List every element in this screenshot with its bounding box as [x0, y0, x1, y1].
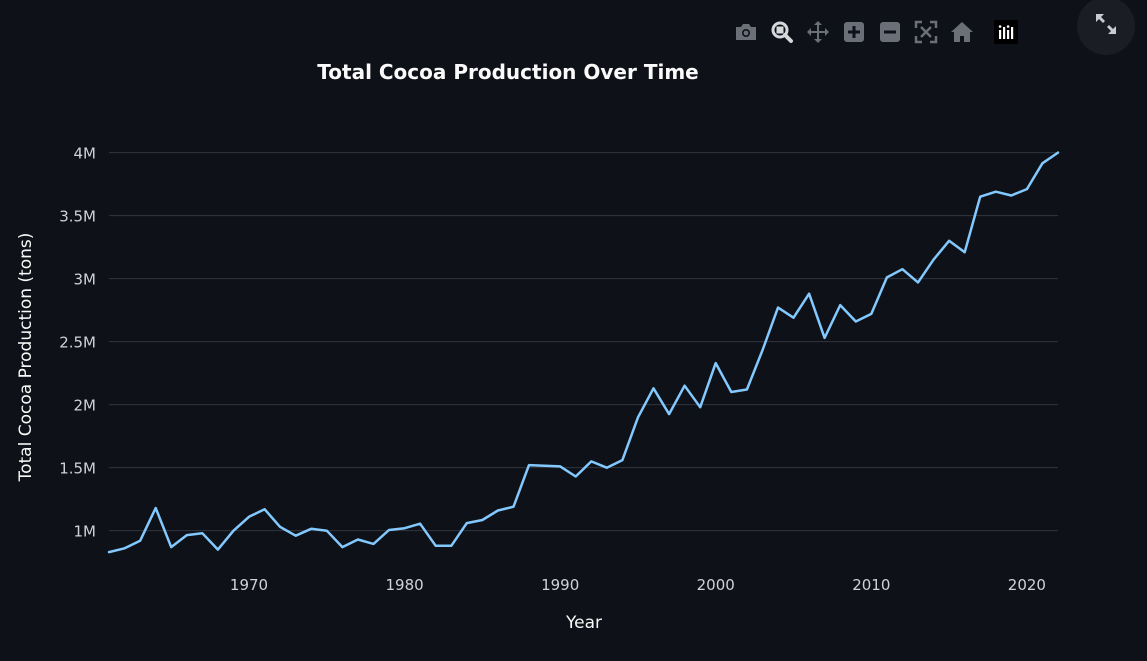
data-point[interactable] [603, 464, 611, 472]
data-point[interactable] [432, 542, 440, 550]
zoom-out-icon[interactable] [877, 19, 903, 45]
data-point[interactable] [276, 523, 284, 531]
data-point[interactable] [152, 504, 160, 512]
plotly-logo-icon[interactable] [993, 19, 1019, 45]
data-point[interactable] [416, 520, 424, 528]
chart-title: Total Cocoa Production Over Time [317, 60, 698, 84]
data-point[interactable] [354, 535, 362, 543]
data-point[interactable] [743, 386, 751, 394]
data-point[interactable] [198, 529, 206, 537]
y-tick-label: 1M [74, 523, 97, 541]
series-layer [105, 149, 1062, 556]
data-point[interactable] [867, 310, 875, 318]
data-point[interactable] [1038, 159, 1046, 167]
y-axis-title: Total Cocoa Production (tons) [16, 233, 36, 483]
data-point[interactable] [261, 505, 269, 513]
data-point[interactable] [525, 461, 533, 469]
camera-icon[interactable] [733, 19, 759, 45]
data-point[interactable] [774, 304, 782, 312]
data-point[interactable] [898, 265, 906, 273]
data-point[interactable] [229, 527, 237, 535]
data-point[interactable] [541, 462, 549, 470]
data-point[interactable] [696, 403, 704, 411]
data-point[interactable] [556, 462, 564, 470]
data-point[interactable] [790, 314, 798, 322]
y-tick-label: 3.5M [59, 208, 96, 226]
data-point[interactable] [821, 334, 829, 342]
data-point[interactable] [681, 382, 689, 390]
grid-lines [109, 152, 1058, 532]
data-point[interactable] [183, 531, 191, 539]
data-point[interactable] [292, 532, 300, 540]
y-tick-label: 3M [74, 271, 97, 289]
x-tick-label: 1990 [541, 576, 579, 594]
y-tick-label: 4M [74, 145, 97, 163]
x-tick-label: 1970 [230, 576, 268, 594]
home-icon[interactable] [949, 19, 975, 45]
data-point[interactable] [494, 507, 502, 515]
data-point[interactable] [136, 537, 144, 545]
data-point[interactable] [572, 472, 580, 480]
data-point[interactable] [914, 278, 922, 286]
series-line[interactable] [107, 151, 1060, 554]
data-point[interactable] [478, 516, 486, 524]
data-point[interactable] [634, 413, 642, 421]
data-point[interactable] [105, 548, 113, 556]
data-point[interactable] [401, 524, 409, 532]
y-tick-label: 2M [74, 397, 97, 415]
data-point[interactable] [214, 546, 222, 554]
data-point[interactable] [447, 542, 455, 550]
x-tick-label: 2010 [852, 576, 890, 594]
data-point[interactable] [930, 256, 938, 264]
y-tick-label: 1.5M [59, 460, 96, 478]
x-tick-label: 2020 [1008, 576, 1046, 594]
zoom-in-icon[interactable] [841, 19, 867, 45]
data-point[interactable] [727, 388, 735, 396]
data-point[interactable] [805, 290, 813, 298]
data-point[interactable] [509, 503, 517, 511]
pan-icon[interactable] [805, 19, 831, 45]
fullscreen-icon [1093, 11, 1119, 41]
data-point[interactable] [1054, 149, 1062, 157]
data-point[interactable] [338, 543, 346, 551]
data-point[interactable] [369, 540, 377, 548]
data-point[interactable] [650, 384, 658, 392]
data-point[interactable] [883, 273, 891, 281]
data-point[interactable] [976, 193, 984, 201]
data-point[interactable] [1007, 191, 1015, 199]
y-tick-label: 2.5M [59, 334, 96, 352]
data-point[interactable] [712, 359, 720, 367]
data-point[interactable] [307, 525, 315, 533]
zoom-icon[interactable] [769, 19, 795, 45]
data-point[interactable] [618, 456, 626, 464]
data-point[interactable] [961, 248, 969, 256]
modebar [733, 18, 1029, 46]
data-point[interactable] [323, 527, 331, 535]
fullscreen-button[interactable] [1077, 0, 1135, 55]
data-point[interactable] [836, 301, 844, 309]
autoscale-icon[interactable] [913, 19, 939, 45]
data-point[interactable] [245, 513, 253, 521]
x-tick-label: 1980 [385, 576, 423, 594]
data-point[interactable] [587, 457, 595, 465]
data-point[interactable] [167, 543, 175, 551]
x-tick-label: 2000 [697, 576, 735, 594]
y-axis-ticks: 1M 1.5M 2M 2.5M 3M 3.5M 4M [59, 145, 96, 541]
x-axis-ticks: 1970 1980 1990 2000 2010 2020 [230, 576, 1046, 594]
data-point[interactable] [463, 519, 471, 527]
data-point[interactable] [992, 188, 1000, 196]
data-point[interactable] [852, 317, 860, 325]
data-point[interactable] [121, 544, 129, 552]
data-point[interactable] [665, 410, 673, 418]
data-point[interactable] [385, 526, 393, 534]
data-point[interactable] [1023, 185, 1031, 193]
data-point[interactable] [758, 346, 766, 354]
data-point[interactable] [945, 237, 953, 245]
x-axis-title: Year [565, 613, 602, 633]
